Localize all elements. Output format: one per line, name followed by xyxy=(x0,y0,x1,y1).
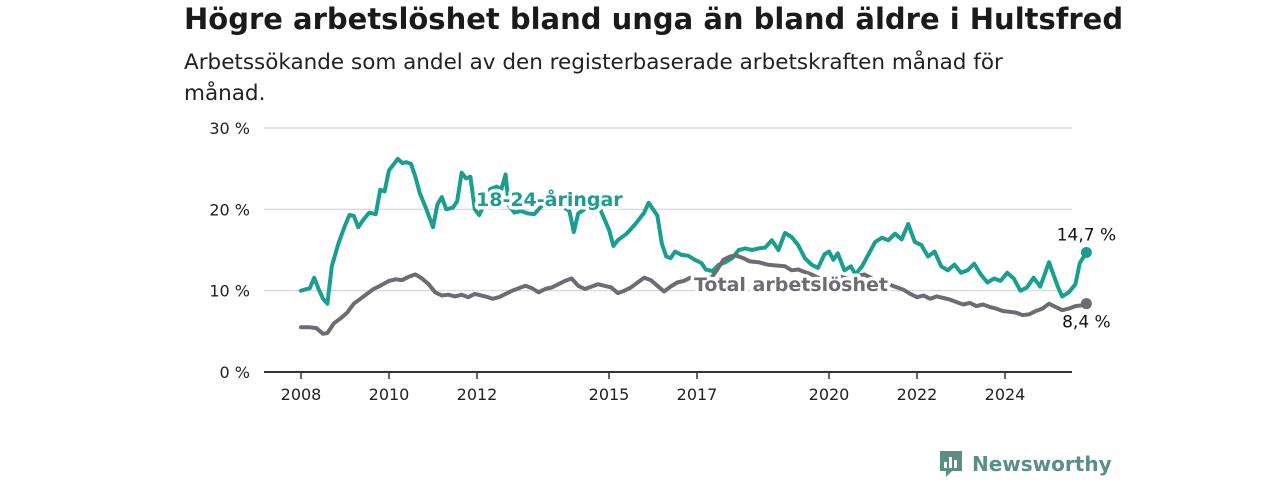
y-tick-label: 0 % xyxy=(220,363,250,382)
x-tick-label: 2017 xyxy=(677,385,718,404)
x-tick-label: 2010 xyxy=(369,385,410,404)
y-tick-label: 10 % xyxy=(209,282,250,301)
end-value-label: 14,7 % xyxy=(1057,225,1116,245)
x-tick-label: 2022 xyxy=(897,385,938,404)
chart-title: Högre arbetslöshet bland unga än bland ä… xyxy=(184,2,1124,36)
series-line-youth xyxy=(299,156,1089,306)
brand-logo[interactable]: Newsworthy xyxy=(938,448,1112,480)
x-tick-label: 2015 xyxy=(589,385,630,404)
y-tick-label: 30 % xyxy=(209,119,250,138)
end-value-label: 8,4 % xyxy=(1062,313,1111,333)
chart-subtitle: Arbetssökande som andel av den registerb… xyxy=(184,50,1003,106)
x-tick-label: 2020 xyxy=(809,385,850,404)
x-axis: 2008 2010 2012 2015 2017 2020 2022 2024 xyxy=(264,371,1072,404)
end-point-marker xyxy=(1080,298,1092,310)
series-label: 18-24-åringar xyxy=(476,187,623,211)
end-point-marker xyxy=(1080,246,1092,258)
series-line-total xyxy=(299,253,1089,336)
series-labels: 18-24-åringar Total arbetslöshet 14,7 % 8,4… xyxy=(473,184,1117,333)
brand-name: Newsworthy xyxy=(972,452,1112,476)
series-label: Total arbetslöshet xyxy=(694,274,888,296)
x-tick-label: 2024 xyxy=(985,385,1026,404)
grid-lines: 0 % 10 % 20 % 30 % xyxy=(209,119,1072,382)
x-tick-label: 2008 xyxy=(281,385,322,404)
x-tick-label: 2012 xyxy=(457,385,498,404)
bar-chart-logo-icon xyxy=(940,451,962,477)
series-lines xyxy=(299,156,1092,336)
y-tick-label: 20 % xyxy=(209,200,250,219)
